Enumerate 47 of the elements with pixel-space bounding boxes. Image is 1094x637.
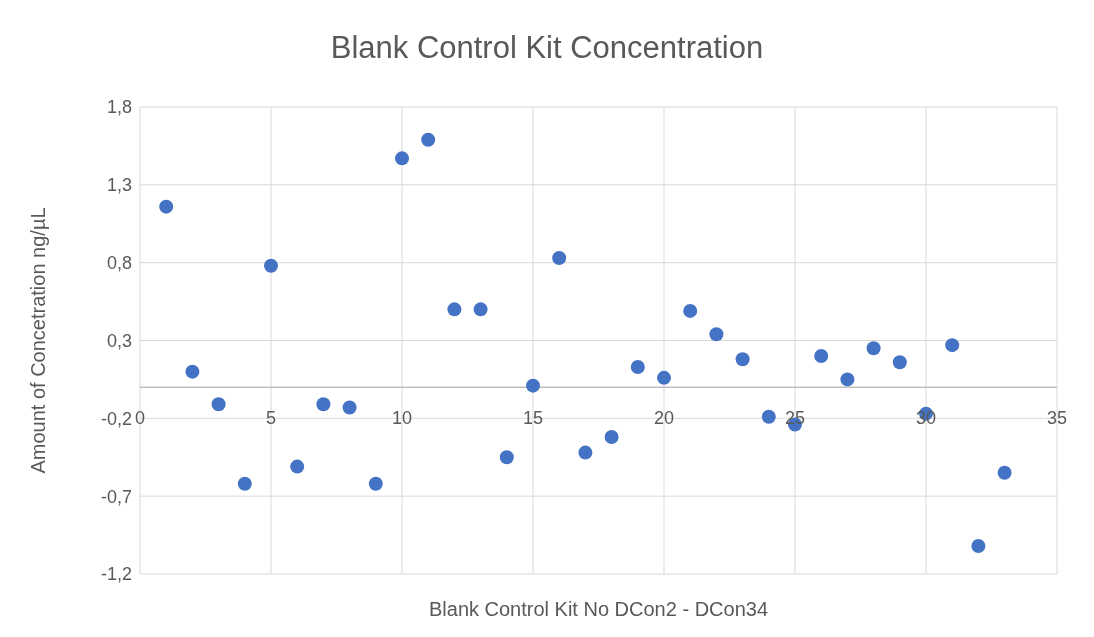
y-tick-label: 0,8 [106, 253, 132, 274]
point [395, 151, 409, 166]
point [892, 355, 907, 370]
x-tick-label: 35 [1046, 408, 1068, 429]
point [526, 378, 540, 393]
point [211, 397, 226, 412]
point [342, 400, 357, 415]
point [237, 476, 252, 491]
point [971, 538, 986, 553]
point [290, 459, 305, 474]
y-tick-label: 0,3 [106, 330, 132, 351]
x-tick-label: 5 [265, 408, 277, 429]
point [840, 372, 855, 387]
y-tick-label: 1,3 [106, 175, 132, 196]
point [814, 349, 829, 364]
point [578, 445, 593, 460]
point [709, 327, 724, 342]
point [264, 258, 278, 273]
point [945, 338, 960, 353]
x-tick-label: 0 [134, 408, 146, 429]
point [316, 397, 331, 412]
point [473, 302, 488, 317]
x-tick-label: 10 [391, 408, 413, 429]
y-tick-label: -0,2 [100, 408, 132, 429]
point [683, 303, 698, 318]
x-axis-title: Blank Control Kit No DCon2 - DCon34 [428, 598, 769, 620]
point [997, 465, 1012, 480]
point [159, 199, 174, 214]
point [499, 450, 514, 465]
y-tick-label: 1,8 [106, 97, 132, 118]
point [552, 251, 567, 265]
point [630, 359, 645, 374]
point [185, 364, 200, 379]
x-tick-label: 20 [653, 408, 675, 429]
y-tick-label: -1,2 [100, 564, 132, 585]
point [735, 352, 750, 367]
point [447, 302, 462, 317]
point [604, 430, 619, 445]
chart-title: Blank Control Kit Concentration [329, 30, 765, 66]
point [866, 341, 881, 356]
y-tick-label: -0,7 [100, 486, 132, 507]
y-axis-title: Amount of Concetration ng/µL [27, 207, 50, 474]
point [761, 409, 776, 424]
x-tick-label: 15 [522, 408, 544, 429]
point [657, 370, 671, 385]
point [421, 132, 436, 147]
point [368, 476, 383, 491]
